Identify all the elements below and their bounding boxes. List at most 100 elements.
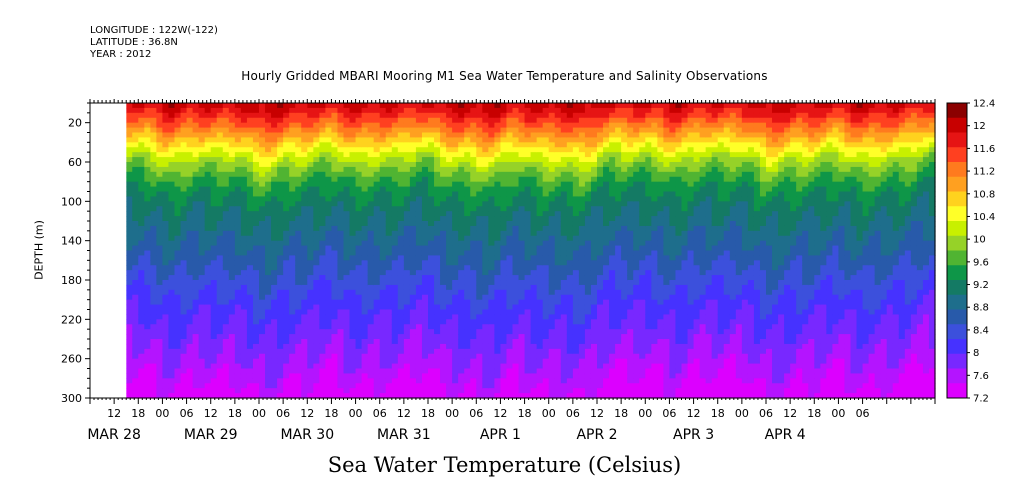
heatmap-cell [252,373,260,379]
heatmap-cell [603,358,610,365]
heatmap-cell [488,388,495,394]
heatmap-cell [452,117,459,124]
heatmap-cell [313,122,320,129]
heatmap-cell [458,294,465,301]
heatmap-cell [476,265,483,271]
heatmap-cell [361,358,369,365]
heatmap-cell [434,294,441,301]
heatmap-cell [174,388,182,394]
heatmap-cell [440,289,447,296]
heatmap-cell [313,147,320,153]
heatmap-cell [397,270,405,276]
heatmap-cell [415,368,423,375]
heatmap-cell [409,147,417,153]
heatmap-cell [440,260,447,266]
heatmap-cell [421,388,429,394]
heatmap-cell [397,373,405,379]
heatmap-cell [566,289,574,296]
heatmap-cell [138,324,145,330]
heatmap-cell [361,383,369,389]
heatmap-cell [252,166,260,173]
heatmap-cell [470,230,477,237]
heatmap-cell [265,383,272,389]
heatmap-cell [259,230,266,237]
heatmap-cell [367,230,375,237]
heatmap-cell [192,176,200,183]
heatmap-cell [470,289,477,296]
heatmap-cell [319,324,326,330]
heatmap-cell [373,201,381,207]
heatmap-cell [476,329,483,335]
heatmap-cell [415,117,423,124]
heatmap-cell [397,245,405,252]
heatmap-cell [584,339,592,345]
heatmap-cell [578,196,586,202]
heatmap-cell [228,137,236,143]
heatmap-cell [283,216,290,222]
heatmap-cell [446,142,453,148]
heatmap-cell [494,363,502,370]
heatmap-cell [506,235,514,242]
heatmap-cell [476,368,483,375]
heatmap-cell [609,162,616,168]
heatmap-cell [615,176,622,183]
heatmap-cell [603,142,610,148]
heatmap-cell [228,388,236,394]
heatmap-cell [216,127,224,134]
heatmap-cell [452,122,459,129]
heatmap-cell [403,388,411,394]
heatmap-cell [506,255,514,261]
heatmap-cell [512,275,520,281]
heatmap-cell [488,166,495,173]
heatmap-cell [138,201,145,207]
heatmap-cell [162,176,170,183]
heatmap-cell [584,383,592,389]
heatmap-cell [361,260,369,266]
heatmap-cell [397,117,405,124]
heatmap-cell [234,363,242,370]
heatmap-cell [560,284,568,291]
heatmap-cell [434,122,441,129]
heatmap-cell [458,324,465,330]
heatmap-cell [440,147,447,153]
heatmap-cell [192,280,200,286]
heatmap-cell [518,176,526,183]
heatmap-cell [240,329,248,335]
heatmap-cell [621,319,628,325]
heatmap-cell [246,206,254,212]
heatmap-cell [548,378,556,384]
heatmap-cell [325,388,333,394]
heatmap-cell [259,147,266,153]
heatmap-cell [609,324,616,330]
heatmap-cell [428,127,435,134]
heatmap-cell [440,176,447,183]
heatmap-cell [440,107,447,114]
heatmap-cell [482,363,489,370]
heatmap-cell [259,324,266,330]
heatmap-cell [337,265,345,271]
heatmap-cell [488,230,495,237]
heatmap-cell [343,304,351,311]
heatmap-cell [283,235,290,242]
heatmap-cell [234,270,242,276]
heatmap-cell [621,334,628,340]
heatmap-cell [494,260,502,266]
heatmap-cell [572,363,580,370]
heatmap-cell [421,353,429,360]
heatmap-cell [132,235,139,242]
heatmap-cell [265,147,272,153]
heatmap-cell [210,383,218,389]
heatmap-cell [621,324,628,330]
heatmap-cell [512,299,520,306]
heatmap-cell [222,329,230,335]
heatmap-cell [609,388,616,394]
heatmap-cell [373,186,381,193]
heatmap-cell [470,137,477,143]
heatmap-cell [530,162,538,168]
heatmap-cell [246,343,254,350]
heatmap-cell [210,304,218,311]
heatmap-cell [536,250,544,257]
heatmap-cell [132,265,139,271]
heatmap-cell [138,235,145,242]
heatmap-cell [584,373,592,379]
